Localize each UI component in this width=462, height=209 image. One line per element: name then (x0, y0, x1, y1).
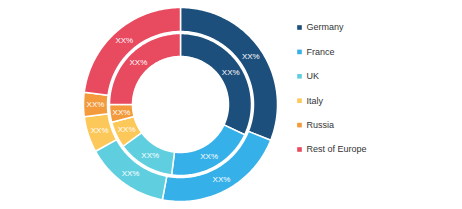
svg-text:XX%: XX% (113, 108, 131, 117)
svg-text:XX%: XX% (200, 152, 218, 161)
svg-text:XX%: XX% (222, 68, 240, 77)
svg-text:Rest of Europe: Rest of Europe (307, 144, 367, 154)
svg-text:Germany: Germany (307, 22, 345, 32)
svg-text:XX%: XX% (118, 125, 136, 134)
svg-text:XX%: XX% (122, 169, 140, 178)
svg-text:XX%: XX% (213, 175, 231, 184)
svg-text:Italy: Italy (307, 96, 324, 106)
svg-text:XX%: XX% (115, 36, 133, 45)
svg-text:XX%: XX% (242, 52, 260, 61)
svg-text:XX%: XX% (87, 100, 105, 109)
svg-text:Russia: Russia (307, 120, 335, 130)
svg-text:XX%: XX% (91, 126, 109, 135)
svg-text:UK: UK (307, 71, 320, 81)
svg-text:XX%: XX% (141, 151, 159, 160)
svg-text:XX%: XX% (130, 58, 148, 67)
svg-text:France: France (307, 47, 335, 57)
